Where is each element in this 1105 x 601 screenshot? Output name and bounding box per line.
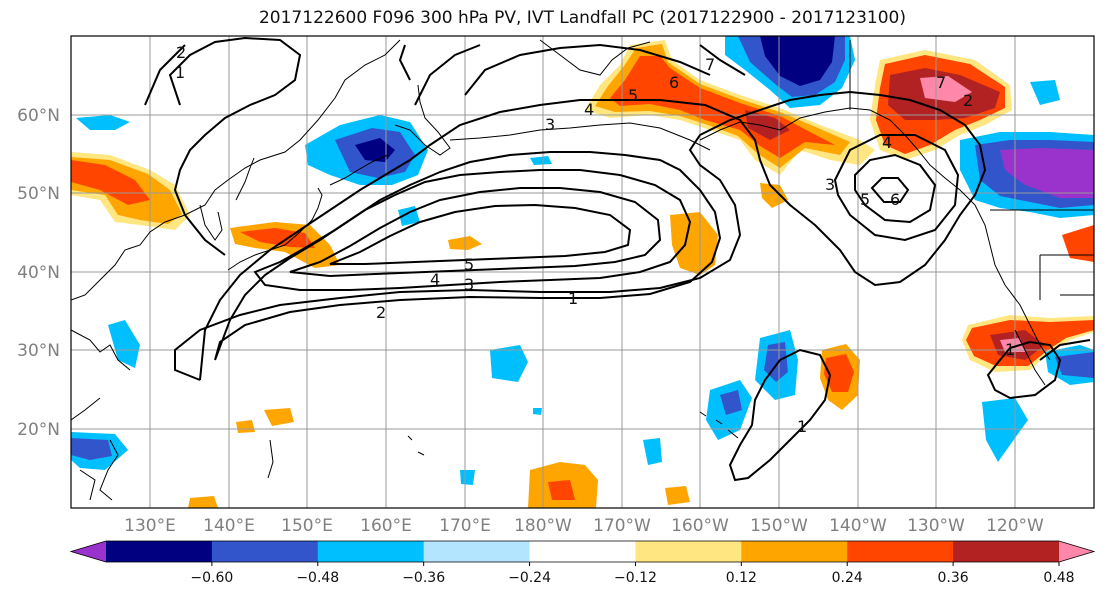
lon-label-140w: 140°W: [829, 516, 887, 536]
contour-label-4b: 4: [430, 270, 440, 289]
colorbar-tick-label: 0.36: [938, 570, 969, 586]
contour-label-4c: 4: [882, 133, 892, 152]
contour-label-2c: 2: [963, 91, 973, 110]
map-gridlines: [71, 36, 1094, 508]
lon-label-140e: 140°E: [203, 516, 255, 536]
ivt-contours: [144, 36, 1091, 482]
colorbar-tick-label: −0.24: [508, 570, 551, 586]
colorbar-tick-label: −0.60: [190, 570, 233, 586]
contour-label-7: 7: [705, 55, 715, 74]
colorbar: [69, 540, 1096, 563]
lon-label-120w: 120°W: [986, 516, 1044, 536]
contour-label-3c: 3: [825, 175, 835, 194]
lat-label-20n: 20°N: [17, 420, 60, 440]
colorbar-outline: [69, 540, 1096, 563]
lon-label-150w: 150°W: [750, 516, 808, 536]
contour-label-5c: 5: [860, 190, 870, 209]
contour-label-5: 5: [464, 255, 474, 274]
colorbar-tick-label: −0.48: [296, 570, 339, 586]
contour-label-1b: 1: [568, 289, 578, 308]
colorbar-extend-high: [1059, 541, 1094, 562]
contour-label-7b: 7: [936, 73, 946, 92]
lon-label-160w: 160°W: [671, 516, 729, 536]
contour-label-6: 6: [669, 73, 679, 92]
colorbar-swatch: [317, 541, 425, 562]
contour-label-2: 2: [176, 43, 186, 62]
colorbar-swatch: [953, 541, 1060, 562]
contour-labels: 1 2 2 3 3 4 4 5 5 6 6 7 1 1 1 3 5 4 7 2: [175, 43, 1015, 436]
longitude-labels: 130°E 140°E 150°E 160°E 170°E 180°W 170°…: [124, 516, 1044, 536]
contour-label-1: 1: [175, 63, 185, 82]
colorbar-swatch: [635, 541, 742, 562]
colorbar-swatch: [211, 541, 319, 562]
lat-label-30n: 30°N: [17, 341, 60, 361]
coastlines: [71, 39, 1094, 501]
lon-label-170w: 170°W: [593, 516, 651, 536]
lat-label-60n: 60°N: [17, 106, 60, 126]
colorbar-swatch: [847, 541, 954, 562]
lon-label-160e: 160°E: [360, 516, 412, 536]
colorbar-labels: −0.60 −0.48 −0.36 −0.24 −0.12 0.12 0.24 0.36 0.4…: [190, 562, 1075, 586]
lon-label-180w: 180°W: [514, 516, 572, 536]
colorbar-extend-low: [71, 541, 106, 562]
colorbar-swatch: [741, 541, 848, 562]
lat-label-50n: 50°N: [17, 184, 60, 204]
lat-label-40n: 40°N: [17, 263, 60, 283]
contour-label-1d: 1: [1005, 340, 1015, 359]
contour-label-2b: 2: [376, 303, 386, 322]
contour-label-6b: 6: [890, 190, 900, 209]
contour-label-3b: 3: [464, 275, 474, 294]
map-title: 2017122600 F096 300 hPa PV, IVT Landfall…: [258, 8, 906, 28]
colorbar-swatch: [529, 541, 636, 562]
latitude-labels: 60°N 50°N 40°N 30°N 20°N: [17, 106, 60, 440]
contour-label-3: 3: [545, 115, 555, 134]
colorbar-tick-label: 0.24: [832, 570, 863, 586]
colorbar-tick-label: −0.36: [402, 570, 445, 586]
colorbar-tick-label: 0.48: [1043, 570, 1074, 586]
lon-label-130e: 130°E: [124, 516, 176, 536]
contour-label-1c: 1: [797, 417, 807, 436]
colorbar-tick-label: 0.12: [726, 570, 757, 586]
lon-label-150e: 150°E: [281, 516, 333, 536]
colorbar-tick-label: −0.12: [614, 570, 657, 586]
lon-label-130w: 130°W: [907, 516, 965, 536]
map-frame: [70, 35, 1095, 509]
colorbar-swatch: [423, 541, 531, 562]
colorbar-swatch: [106, 541, 213, 562]
lon-label-170e: 170°E: [439, 516, 491, 536]
contour-label-5b: 5: [628, 86, 638, 105]
contour-label-4: 4: [584, 100, 594, 119]
